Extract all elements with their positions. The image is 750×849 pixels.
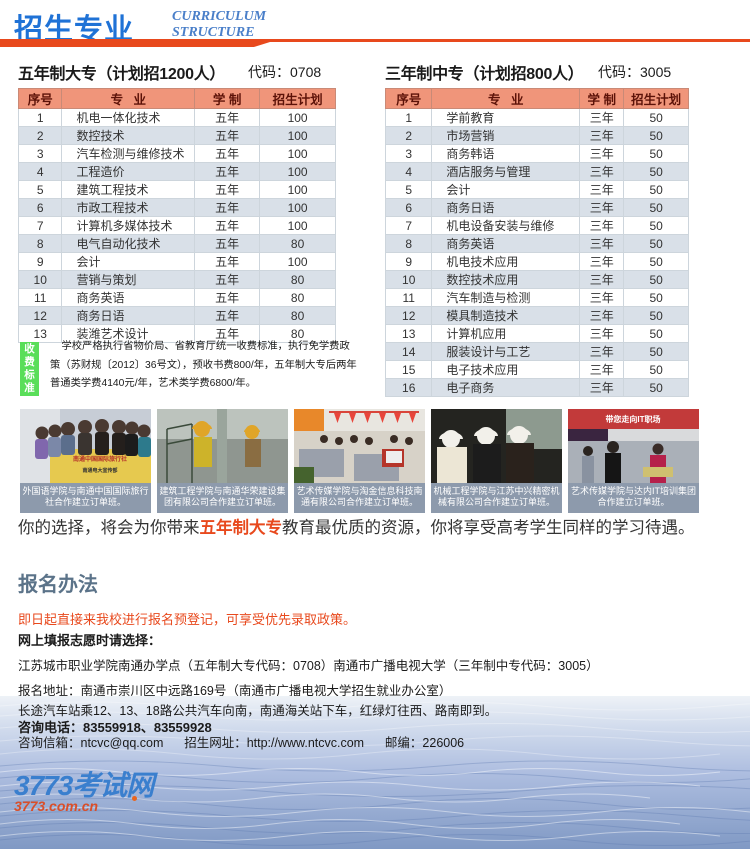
- svg-text:带您走向IT职场: 带您走向IT职场: [605, 414, 660, 424]
- svg-text:南通电大宣传部: 南通电大宣传部: [82, 467, 117, 474]
- svg-text:南通中国国际旅行社: 南通中国国际旅行社: [73, 455, 127, 463]
